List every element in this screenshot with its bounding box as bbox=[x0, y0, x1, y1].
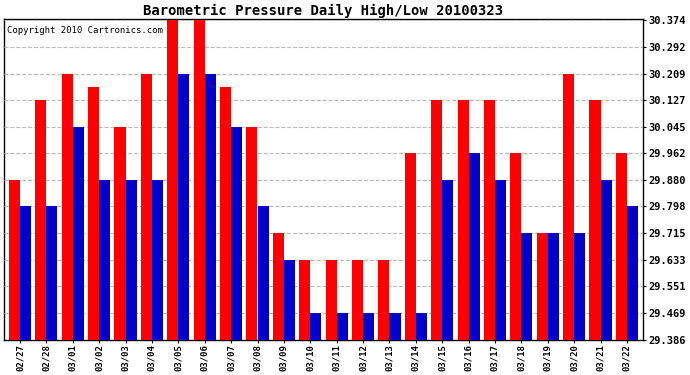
Bar bbox=[152, 180, 163, 340]
Bar bbox=[574, 233, 585, 340]
Bar bbox=[537, 233, 548, 340]
Bar bbox=[326, 260, 337, 340]
Bar bbox=[115, 127, 126, 340]
Bar bbox=[9, 180, 20, 340]
Bar bbox=[20, 207, 31, 340]
Bar bbox=[600, 180, 611, 340]
Bar bbox=[416, 313, 427, 340]
Bar bbox=[141, 74, 152, 340]
Bar bbox=[284, 260, 295, 340]
Bar bbox=[46, 207, 57, 340]
Bar bbox=[405, 153, 416, 340]
Bar bbox=[194, 20, 205, 340]
Bar bbox=[457, 100, 469, 340]
Bar bbox=[469, 153, 480, 340]
Bar bbox=[88, 87, 99, 340]
Bar bbox=[126, 180, 137, 340]
Bar bbox=[72, 127, 84, 340]
Bar bbox=[495, 180, 506, 340]
Bar bbox=[442, 180, 453, 340]
Bar bbox=[178, 74, 190, 340]
Bar bbox=[389, 313, 400, 340]
Bar bbox=[627, 207, 638, 340]
Bar bbox=[484, 100, 495, 340]
Bar bbox=[616, 153, 627, 340]
Bar bbox=[522, 233, 533, 340]
Bar bbox=[35, 100, 46, 340]
Bar bbox=[61, 74, 72, 340]
Bar bbox=[99, 180, 110, 340]
Bar bbox=[337, 313, 348, 340]
Bar bbox=[231, 127, 242, 340]
Title: Barometric Pressure Daily High/Low 20100323: Barometric Pressure Daily High/Low 20100… bbox=[144, 4, 504, 18]
Bar bbox=[589, 100, 600, 340]
Bar bbox=[246, 127, 257, 340]
Bar bbox=[548, 233, 559, 340]
Bar bbox=[220, 87, 231, 340]
Bar bbox=[363, 313, 374, 340]
Bar bbox=[273, 233, 284, 340]
Bar bbox=[431, 100, 442, 340]
Bar bbox=[378, 260, 389, 340]
Bar bbox=[511, 153, 522, 340]
Bar bbox=[167, 20, 178, 340]
Bar bbox=[257, 207, 268, 340]
Bar bbox=[352, 260, 363, 340]
Text: Copyright 2010 Cartronics.com: Copyright 2010 Cartronics.com bbox=[8, 26, 164, 35]
Bar bbox=[563, 74, 574, 340]
Bar bbox=[299, 260, 310, 340]
Bar bbox=[310, 313, 322, 340]
Bar bbox=[205, 74, 216, 340]
